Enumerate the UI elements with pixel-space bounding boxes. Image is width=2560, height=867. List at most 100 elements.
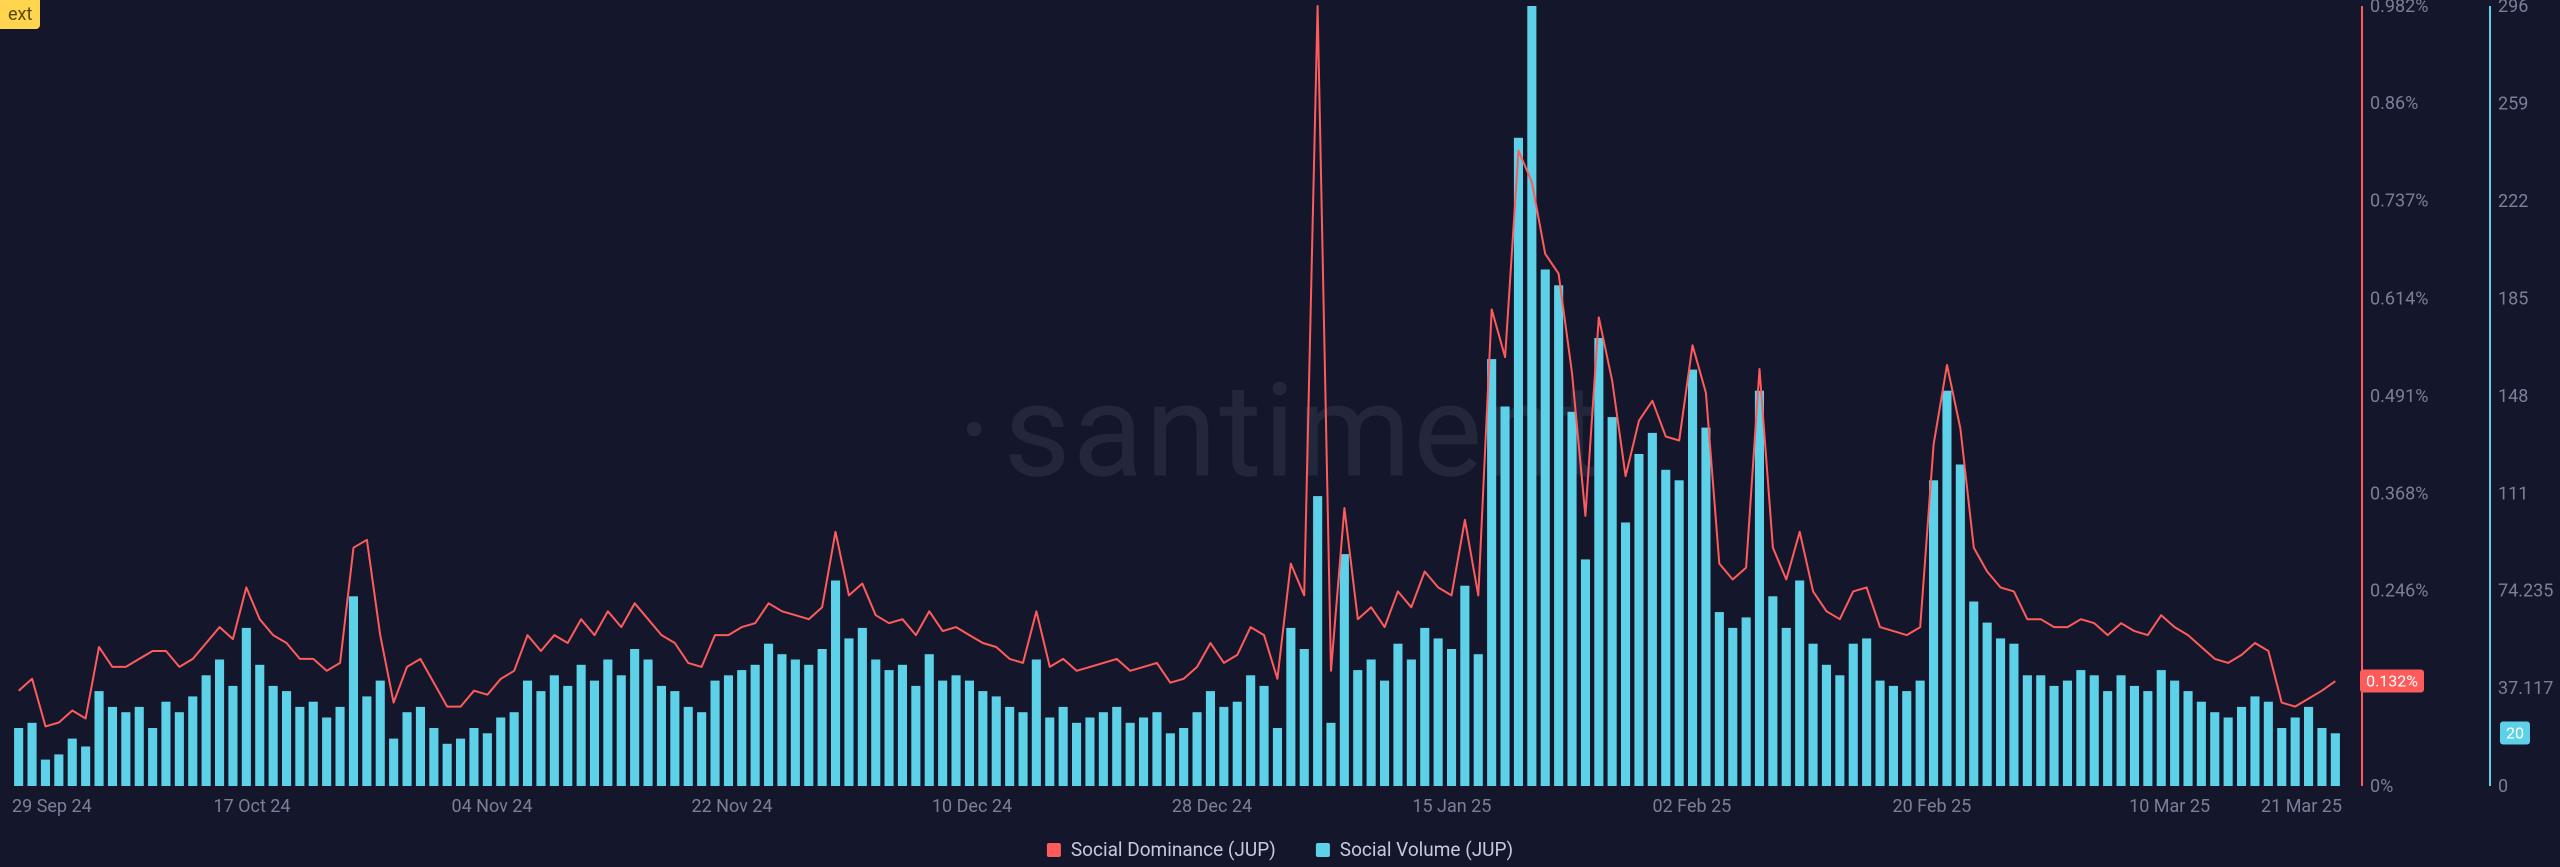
bar[interactable] bbox=[68, 739, 77, 786]
bar[interactable] bbox=[2143, 691, 2152, 786]
bar[interactable] bbox=[1126, 723, 1135, 786]
bar[interactable] bbox=[871, 660, 880, 787]
bar[interactable] bbox=[336, 707, 345, 786]
bar[interactable] bbox=[295, 707, 304, 786]
bar[interactable] bbox=[2157, 670, 2166, 786]
bar[interactable] bbox=[1152, 712, 1161, 786]
bar[interactable] bbox=[1166, 733, 1175, 786]
bar[interactable] bbox=[1608, 417, 1617, 786]
bar[interactable] bbox=[1045, 718, 1054, 787]
bar[interactable] bbox=[2264, 702, 2273, 786]
legend-item-dominance[interactable]: Social Dominance (JUP) bbox=[1047, 838, 1276, 861]
bar[interactable] bbox=[630, 649, 639, 786]
bar[interactable] bbox=[724, 675, 733, 786]
bar[interactable] bbox=[1420, 628, 1429, 786]
bar[interactable] bbox=[1340, 554, 1349, 786]
bar[interactable] bbox=[188, 696, 197, 786]
bar[interactable] bbox=[644, 660, 653, 787]
bar[interactable] bbox=[28, 723, 37, 786]
bar[interactable] bbox=[1380, 681, 1389, 786]
bar[interactable] bbox=[938, 681, 947, 786]
bar[interactable] bbox=[2331, 733, 2340, 786]
bar[interactable] bbox=[831, 581, 840, 787]
bar[interactable] bbox=[1059, 707, 1068, 786]
bar[interactable] bbox=[1300, 649, 1309, 786]
bar[interactable] bbox=[1621, 523, 1630, 787]
bar[interactable] bbox=[1527, 6, 1536, 786]
bar[interactable] bbox=[108, 707, 117, 786]
bar[interactable] bbox=[376, 681, 385, 786]
bar[interactable] bbox=[858, 628, 867, 786]
bar[interactable] bbox=[804, 665, 813, 786]
bar[interactable] bbox=[1206, 691, 1215, 786]
bar[interactable] bbox=[764, 644, 773, 786]
bar[interactable] bbox=[1246, 675, 1255, 786]
bar[interactable] bbox=[1193, 712, 1202, 786]
legend-item-volume[interactable]: Social Volume (JUP) bbox=[1316, 838, 1513, 861]
bar[interactable] bbox=[1661, 470, 1670, 786]
bar[interactable] bbox=[1701, 428, 1710, 786]
bar[interactable] bbox=[1286, 628, 1295, 786]
bar[interactable] bbox=[1393, 644, 1402, 786]
bar[interactable] bbox=[2304, 707, 2313, 786]
bar[interactable] bbox=[965, 681, 974, 786]
bar[interactable] bbox=[1688, 370, 1697, 786]
bar[interactable] bbox=[1942, 391, 1951, 786]
bar[interactable] bbox=[228, 686, 237, 786]
bar[interactable] bbox=[135, 707, 144, 786]
bar[interactable] bbox=[2130, 686, 2139, 786]
bar[interactable] bbox=[777, 654, 786, 786]
bar[interactable] bbox=[536, 691, 545, 786]
bar[interactable] bbox=[1434, 638, 1443, 786]
bar[interactable] bbox=[429, 728, 438, 786]
bar[interactable] bbox=[1581, 559, 1590, 786]
bar[interactable] bbox=[697, 712, 706, 786]
bar[interactable] bbox=[2237, 707, 2246, 786]
bar[interactable] bbox=[1835, 675, 1844, 786]
bar[interactable] bbox=[483, 733, 492, 786]
bar[interactable] bbox=[2291, 718, 2300, 787]
bar[interactable] bbox=[242, 628, 251, 786]
bar[interactable] bbox=[1755, 391, 1764, 786]
bar[interactable] bbox=[1902, 691, 1911, 786]
line-series[interactable] bbox=[19, 6, 2336, 726]
bar[interactable] bbox=[885, 670, 894, 786]
bar[interactable] bbox=[2277, 728, 2286, 786]
bar[interactable] bbox=[2023, 675, 2032, 786]
bar[interactable] bbox=[603, 660, 612, 787]
bar[interactable] bbox=[978, 691, 987, 786]
bar[interactable] bbox=[1715, 612, 1724, 786]
bar[interactable] bbox=[911, 686, 920, 786]
bar[interactable] bbox=[898, 665, 907, 786]
bar[interactable] bbox=[1983, 623, 1992, 786]
bar[interactable] bbox=[1849, 644, 1858, 786]
bar[interactable] bbox=[81, 747, 90, 787]
bar[interactable] bbox=[269, 686, 278, 786]
bar[interactable] bbox=[791, 660, 800, 787]
bar[interactable] bbox=[2170, 681, 2179, 786]
bar[interactable] bbox=[1876, 681, 1885, 786]
bar[interactable] bbox=[1273, 728, 1282, 786]
bar[interactable] bbox=[1916, 681, 1925, 786]
bar[interactable] bbox=[550, 675, 559, 786]
bar[interactable] bbox=[1809, 644, 1818, 786]
bar[interactable] bbox=[1099, 712, 1108, 786]
bar[interactable] bbox=[1447, 649, 1456, 786]
bar[interactable] bbox=[362, 696, 371, 786]
bar[interactable] bbox=[389, 739, 398, 786]
bar[interactable] bbox=[2317, 728, 2326, 786]
bar[interactable] bbox=[1795, 581, 1804, 787]
bar[interactable] bbox=[2090, 675, 2099, 786]
bar[interactable] bbox=[14, 728, 23, 786]
bar[interactable] bbox=[1554, 285, 1563, 786]
bar[interactable] bbox=[684, 707, 693, 786]
bar[interactable] bbox=[1179, 728, 1188, 786]
bar[interactable] bbox=[282, 691, 291, 786]
bar[interactable] bbox=[1019, 712, 1028, 786]
bar[interactable] bbox=[1742, 617, 1751, 786]
bar[interactable] bbox=[1514, 138, 1523, 786]
bar[interactable] bbox=[2076, 670, 2085, 786]
bar[interactable] bbox=[322, 718, 331, 787]
bar[interactable] bbox=[2210, 712, 2219, 786]
bar[interactable] bbox=[1929, 480, 1938, 786]
